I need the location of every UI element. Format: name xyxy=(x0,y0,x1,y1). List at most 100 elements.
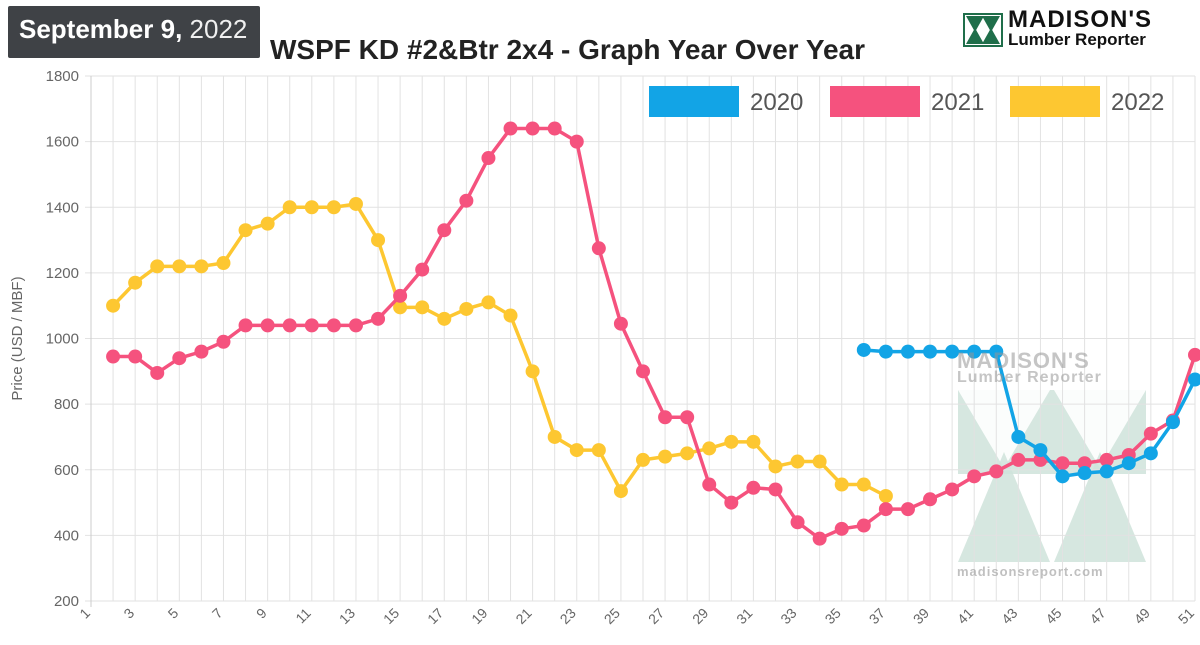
logo-mark-icon xyxy=(963,13,1003,47)
x-tick-label: 37 xyxy=(866,605,888,627)
data-point-2021 xyxy=(680,410,695,425)
data-point-2020 xyxy=(923,344,938,359)
data-point-2021 xyxy=(834,521,849,536)
x-tick-label: 1 xyxy=(76,605,93,622)
data-point-2022 xyxy=(613,484,628,499)
watermark-triangle xyxy=(1054,452,1146,562)
madisons-logo: MADISON'S Lumber Reporter xyxy=(962,6,1192,52)
data-point-2022 xyxy=(415,300,430,315)
data-point-2022 xyxy=(768,459,783,474)
x-tick-label: 11 xyxy=(292,605,314,627)
x-tick-label: 13 xyxy=(336,605,358,627)
legend-swatch-2021 xyxy=(830,86,920,117)
data-point-2022 xyxy=(569,443,584,458)
data-point-2020 xyxy=(856,342,871,357)
data-point-2022 xyxy=(150,259,165,274)
data-point-2022 xyxy=(680,446,695,461)
data-point-2022 xyxy=(348,196,363,211)
data-point-2022 xyxy=(746,434,761,449)
data-point-2021 xyxy=(1188,347,1200,362)
data-point-2022 xyxy=(304,200,319,215)
data-point-2021 xyxy=(591,241,606,256)
x-tick-label: 43 xyxy=(998,605,1020,627)
data-point-2022 xyxy=(238,223,253,238)
legend-swatch-2020 xyxy=(649,86,739,117)
data-point-2021 xyxy=(1055,456,1070,471)
x-tick-label: 15 xyxy=(380,605,402,627)
x-tick-label: 29 xyxy=(689,605,711,627)
watermark-triangle xyxy=(1054,390,1146,468)
data-point-2020 xyxy=(989,344,1004,359)
watermark-url: madisonsreport.com xyxy=(957,564,1104,579)
data-point-2021 xyxy=(1099,452,1114,467)
x-tick-label: 41 xyxy=(954,605,976,627)
legend-label-2020: 2020 xyxy=(750,89,803,116)
legend: 2020 2021 2022 xyxy=(649,86,1164,117)
data-point-2021 xyxy=(790,515,805,530)
data-point-2021 xyxy=(128,349,143,364)
data-point-2021 xyxy=(150,365,165,380)
data-point-2022 xyxy=(481,295,496,310)
y-tick-label: 1800 xyxy=(46,68,79,85)
data-point-2021 xyxy=(348,318,363,333)
data-point-2022 xyxy=(878,489,893,503)
legend-label-2021: 2021 xyxy=(931,89,984,116)
series-line-2020 xyxy=(863,348,1197,479)
data-point-2022 xyxy=(856,477,871,492)
data-point-2020 xyxy=(1121,456,1136,471)
x-tick-label: 17 xyxy=(424,605,446,627)
data-point-2020 xyxy=(1165,415,1180,430)
data-point-2022 xyxy=(172,259,187,274)
data-point-2020 xyxy=(878,344,893,359)
data-point-2020 xyxy=(945,344,960,359)
data-point-2021 xyxy=(878,502,893,517)
data-point-2021 xyxy=(216,334,231,349)
data-point-2022 xyxy=(591,443,606,458)
x-tick-label: 7 xyxy=(209,605,226,622)
data-point-2020 xyxy=(900,344,915,359)
data-point-2022 xyxy=(547,429,562,444)
data-point-2021 xyxy=(702,477,717,492)
data-point-2021 xyxy=(525,121,540,136)
data-point-2021 xyxy=(194,344,209,359)
legend-label-2022: 2022 xyxy=(1111,89,1164,116)
logo-subtitle: Lumber Reporter xyxy=(1008,30,1146,49)
report-date-day: September 9, xyxy=(19,14,183,44)
data-point-2021 xyxy=(900,502,915,517)
y-tick-label: 1600 xyxy=(46,134,79,151)
data-point-2021 xyxy=(569,134,584,149)
y-tick-label: 800 xyxy=(54,396,79,413)
data-point-2022 xyxy=(437,311,452,326)
series-line-2022 xyxy=(111,202,887,498)
data-point-2022 xyxy=(790,454,805,469)
x-tick-label: 39 xyxy=(910,605,932,627)
data-point-2021 xyxy=(282,318,297,333)
data-point-2021 xyxy=(238,318,253,333)
data-point-2021 xyxy=(393,288,408,303)
data-point-2022 xyxy=(459,301,474,316)
data-point-2021 xyxy=(371,311,386,326)
data-point-2021 xyxy=(967,469,982,484)
y-tick-label: 200 xyxy=(54,593,79,610)
data-point-2022 xyxy=(128,275,143,290)
data-point-2022 xyxy=(326,200,341,215)
report-date-year: 2022 xyxy=(182,14,248,44)
data-point-2021 xyxy=(326,318,341,333)
data-point-2022 xyxy=(834,477,849,492)
data-point-2021 xyxy=(746,480,761,495)
data-point-2021 xyxy=(437,223,452,238)
data-point-2022 xyxy=(503,308,518,323)
data-point-2022 xyxy=(106,298,121,313)
watermark: MADISON'S Lumber Reporter madisonsreport… xyxy=(955,348,1150,580)
data-point-2022 xyxy=(216,256,231,271)
data-point-2021 xyxy=(989,464,1004,479)
watermark-name: MADISON'S xyxy=(957,348,1090,373)
x-tick-label: 47 xyxy=(1086,605,1108,627)
series-2021 xyxy=(106,121,1200,546)
data-point-2020 xyxy=(1011,429,1026,444)
data-point-2022 xyxy=(724,434,739,449)
x-tick-label: 45 xyxy=(1042,605,1064,627)
series-2020 xyxy=(856,342,1200,484)
data-point-2021 xyxy=(945,482,960,497)
data-point-2020 xyxy=(1077,466,1092,481)
